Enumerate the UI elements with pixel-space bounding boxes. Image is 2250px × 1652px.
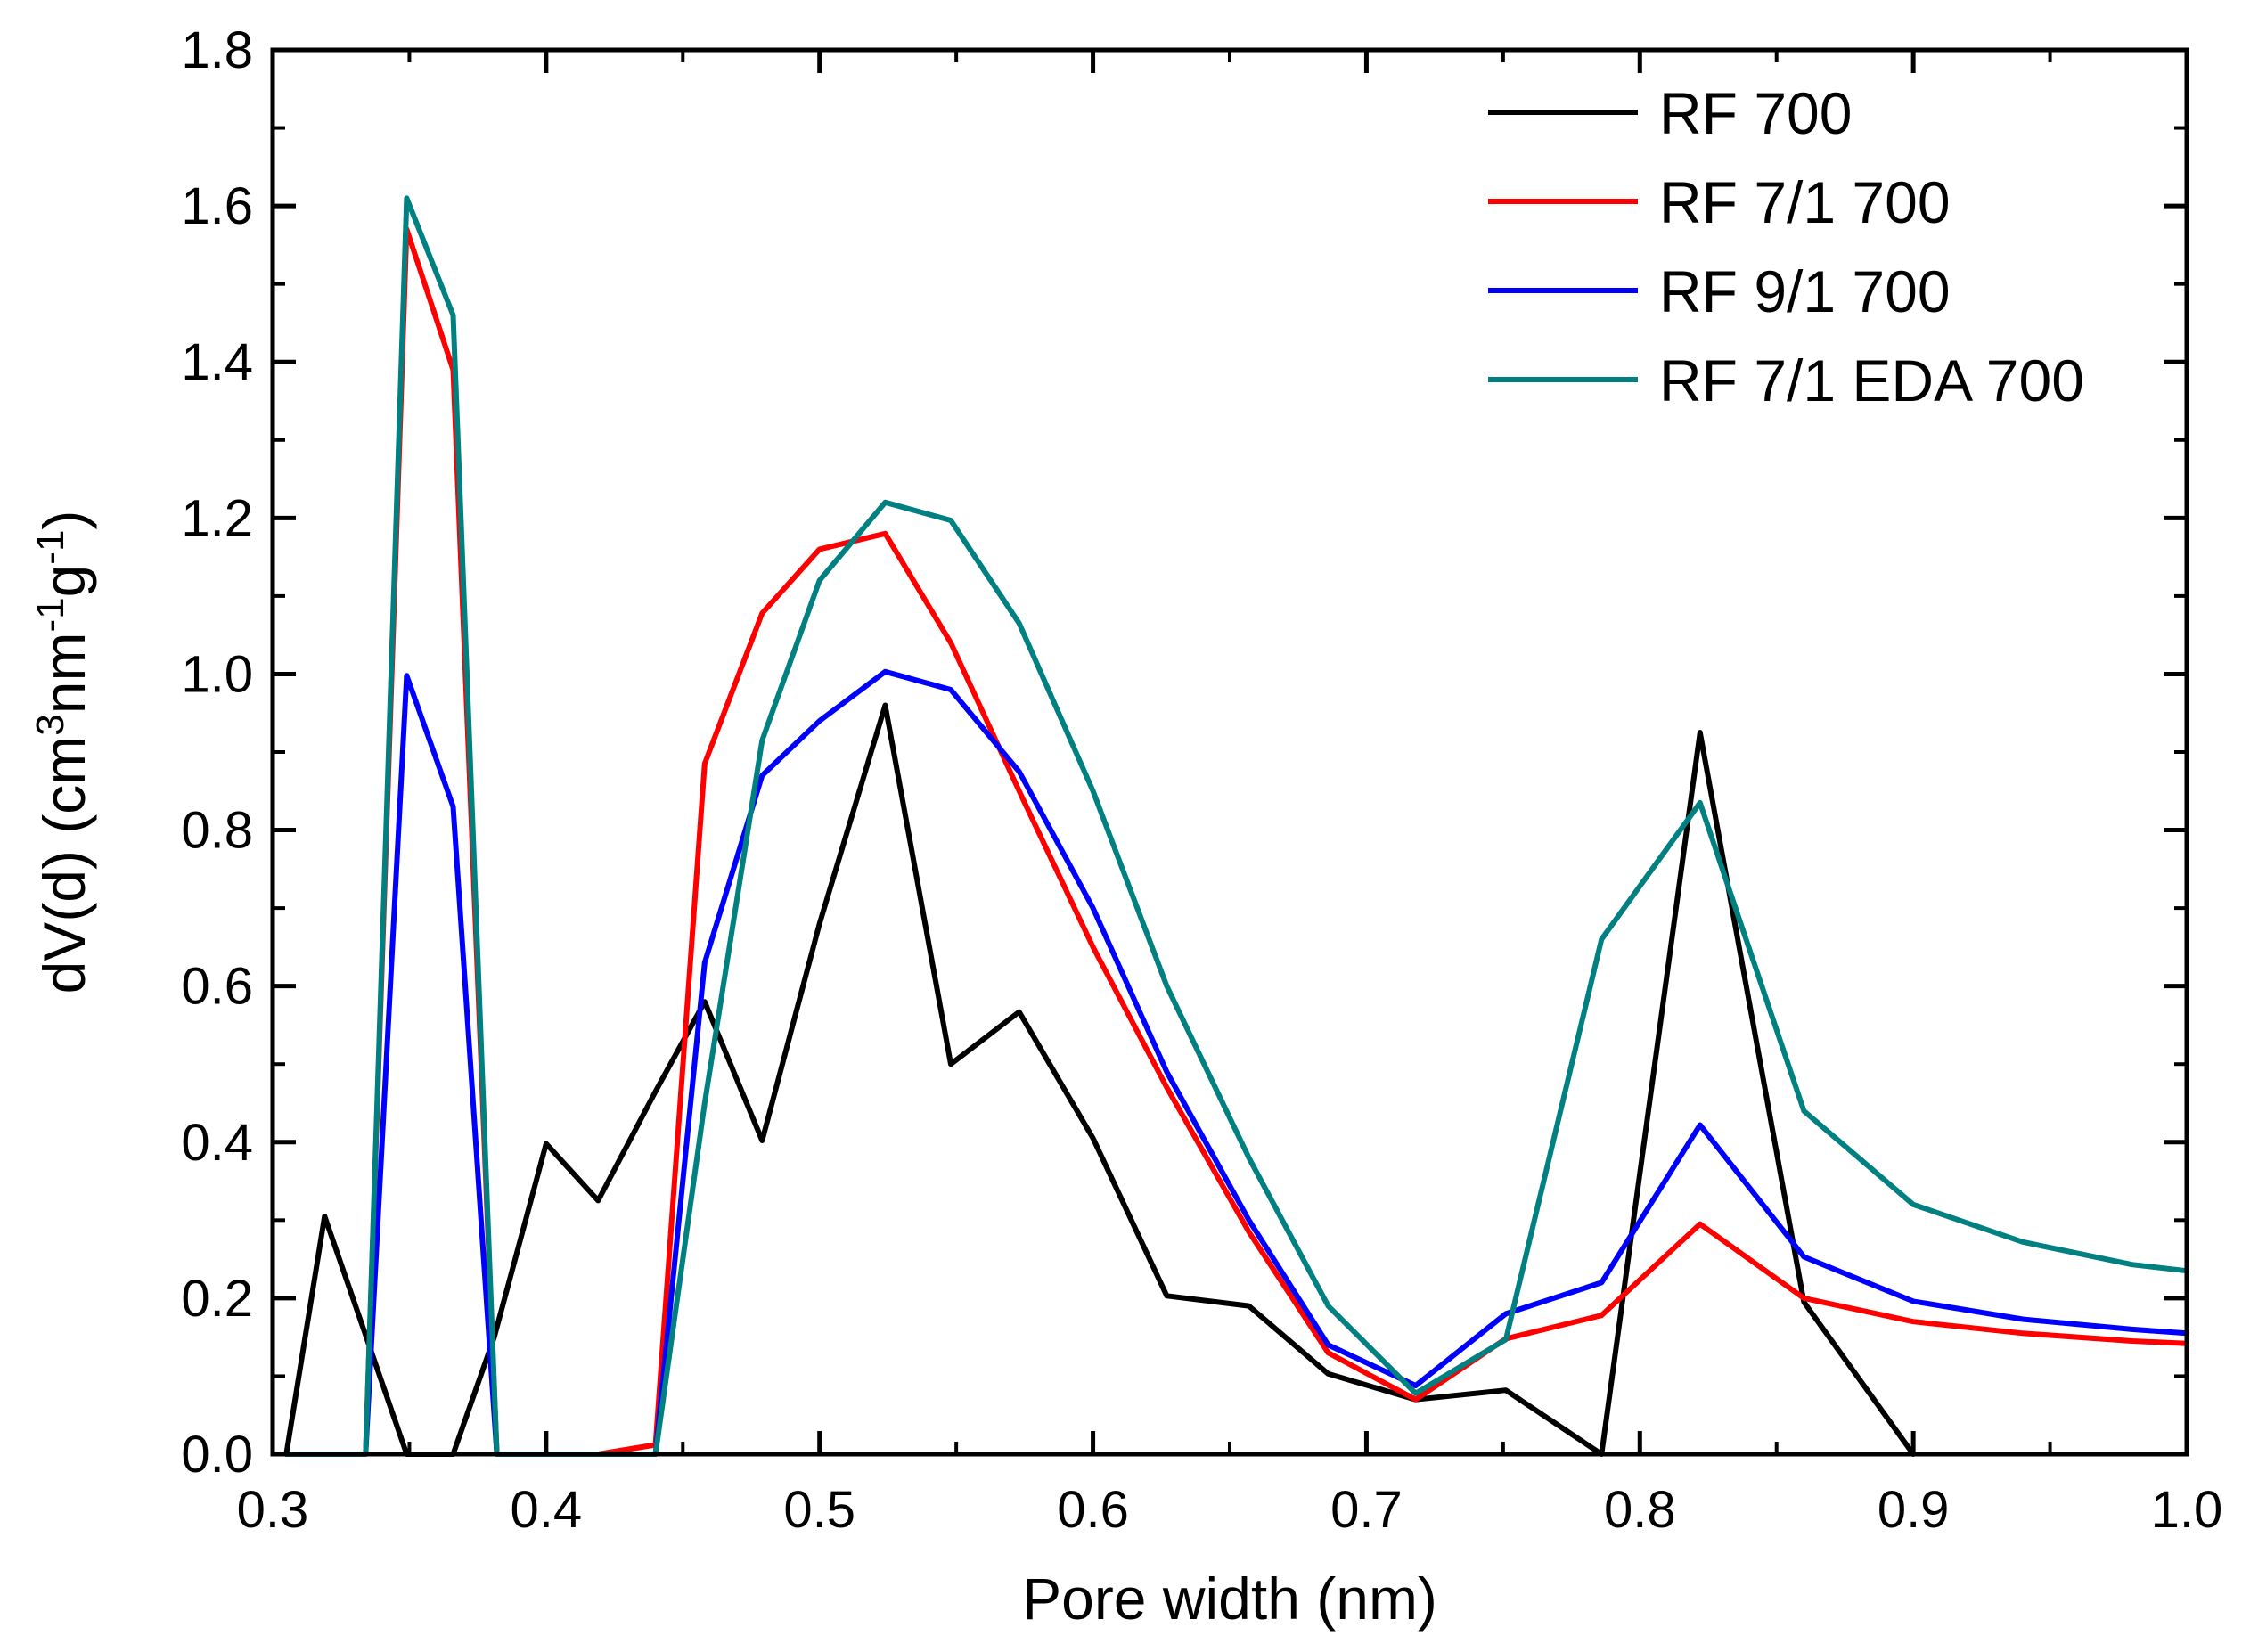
y-axis-title: dV(d) (cm3nm-1g-1) [29, 511, 97, 994]
y-tick-label: 1.0 [181, 645, 253, 703]
y-axis-title-end: ) [31, 511, 97, 530]
y-axis-title-main: dV(d) (cm [31, 736, 97, 994]
x-tick-label: 0.5 [783, 1481, 855, 1539]
axis-layer: 0.3 0.4 0.5 0.6 0.7 0.8 0.9 1.0 0.0 0.2 0.4 0.6 0.8 1… [181, 21, 2222, 1539]
legend: RF 700 RF 7/1 700 RF 9/1 700 RF 7/1 EDA 700 [1488, 80, 2084, 413]
y-tick-label: 1.2 [181, 489, 253, 547]
legend-label-4: RF 7/1 EDA 700 [1659, 348, 2084, 413]
y-tick-label: 0.8 [181, 802, 253, 860]
x-tick-label: 0.9 [1878, 1481, 1950, 1539]
y-tick-label: 0.0 [181, 1426, 253, 1484]
legend-label-3: RF 9/1 700 [1659, 258, 1951, 324]
y-tick-label: 1.8 [181, 21, 253, 79]
y-axis-title-mid-2: g [31, 565, 97, 598]
y-tick-label: 0.4 [181, 1114, 253, 1172]
legend-label-1: RF 700 [1659, 80, 1852, 146]
y-tick-label: 1.6 [181, 177, 253, 235]
x-tick-label: 0.3 [237, 1481, 309, 1539]
plot-frame [270, 47, 2189, 1457]
x-tick-label: 0.7 [1330, 1481, 1403, 1539]
y-axis-title-sup-3: -1 [29, 530, 72, 565]
x-tick-label: 0.8 [1604, 1481, 1676, 1539]
legend-label-2: RF 7/1 700 [1659, 169, 1951, 235]
x-tick-label: 0.6 [1057, 1481, 1129, 1539]
y-axis-title-sup-2: -1 [29, 597, 72, 632]
y-axis-title-mid-1: nm [31, 633, 97, 715]
y-tick-label: 0.2 [181, 1270, 253, 1328]
y-tick-label: 0.6 [181, 958, 253, 1016]
x-tick-label: 0.4 [511, 1481, 583, 1539]
y-tick-label: 1.4 [181, 333, 253, 391]
series-line-1 [283, 702, 1917, 1457]
x-tick-label: 1.0 [2151, 1481, 2223, 1539]
y-axis-title-sup-1: 3 [29, 714, 72, 735]
x-axis-title: Pore width (nm) [1022, 1566, 1437, 1632]
